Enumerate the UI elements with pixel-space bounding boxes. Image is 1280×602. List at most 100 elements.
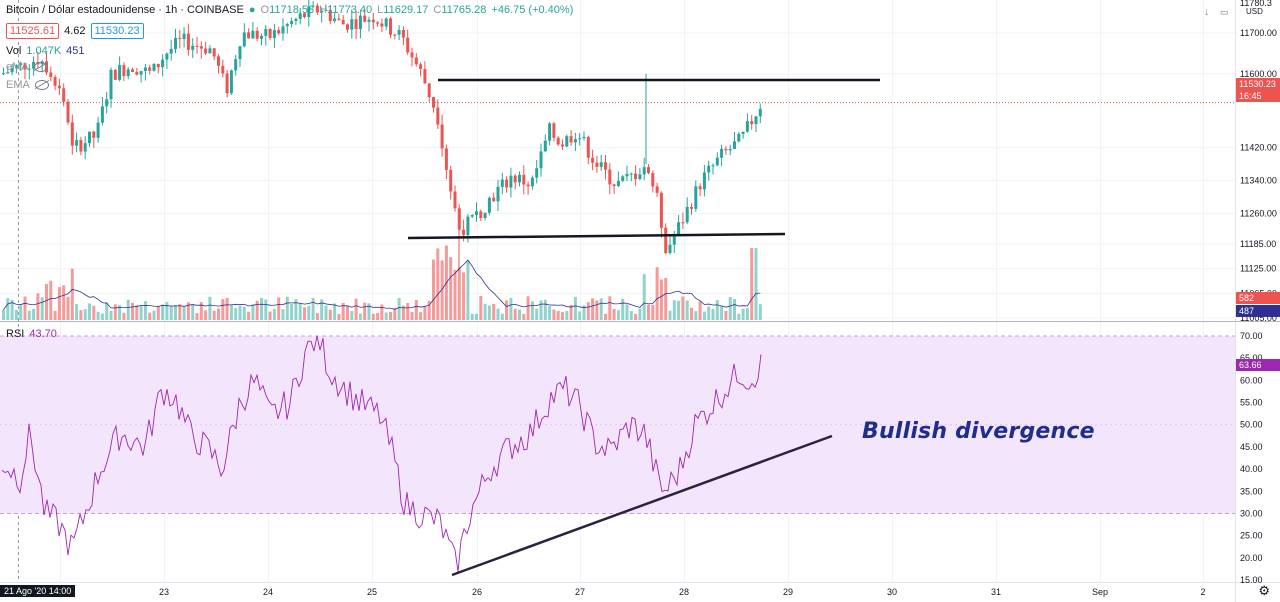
volume-bar <box>685 300 689 320</box>
candle-body <box>475 211 478 216</box>
volume-bar <box>182 306 186 320</box>
volume-bar <box>2 309 5 320</box>
volume-bar <box>487 305 491 320</box>
hidden-eye-icon[interactable] <box>34 80 49 90</box>
candle-body <box>49 72 53 78</box>
volume-ma-polyline <box>3 259 761 310</box>
volume-bar <box>152 310 156 320</box>
volume-bar <box>449 257 453 320</box>
ohlc-c-label: C <box>433 4 442 16</box>
candle-body <box>290 20 294 25</box>
support-line[interactable] <box>407 232 786 240</box>
volume-bar <box>475 313 478 320</box>
volume-legend[interactable]: Vol 1.047K 451 <box>6 45 85 57</box>
time-axis-label: 31 <box>991 587 1001 597</box>
candle-body <box>513 175 517 183</box>
candle-body <box>156 63 160 68</box>
volume-bar <box>754 248 758 320</box>
ema2-legend[interactable]: EMA <box>6 79 49 91</box>
move-down-icon[interactable]: ↓ <box>1204 7 1209 18</box>
candle-body <box>165 53 169 60</box>
candle-body <box>285 24 289 27</box>
volume-bar <box>217 308 220 320</box>
volume-bar <box>143 301 147 320</box>
volume-bar <box>595 300 599 320</box>
volume-bar <box>242 306 246 320</box>
volume-bar <box>733 299 736 320</box>
candle-body <box>543 140 547 152</box>
rsi-axis-label: 45.00 <box>1240 442 1263 452</box>
volume-bar <box>341 302 345 320</box>
volume-bar <box>496 308 500 320</box>
volume-bar <box>479 296 483 320</box>
time-axis-label: 2 <box>1200 587 1205 597</box>
candle-body <box>681 222 685 224</box>
volume-bar <box>741 308 745 320</box>
volume-bar <box>681 296 685 320</box>
maximize-pane-icon[interactable]: ▭ <box>1220 7 1229 17</box>
price-axis[interactable]: 11700.00 11600.00 11420.00 11340.00 11260.00… <box>1240 0 1277 323</box>
volume-bar <box>492 303 496 320</box>
candle-body <box>23 63 27 70</box>
rsi-axis-label: 70.00 <box>1240 331 1263 341</box>
volume-bar <box>53 310 57 320</box>
candle-body <box>320 10 324 13</box>
symbol-title[interactable]: Bitcoin / Dólar estadounidense · 1h · CO… <box>6 4 244 16</box>
volume-bar <box>36 293 40 320</box>
volume-bar <box>543 299 547 320</box>
volume-bar <box>32 308 36 320</box>
candle-body <box>92 131 96 138</box>
volume-bar <box>500 313 504 320</box>
volume-bar <box>690 307 693 320</box>
candle-body <box>616 180 620 187</box>
rsi-divergence-trendline[interactable] <box>451 434 833 577</box>
candle-body <box>358 15 362 30</box>
volume-bar <box>264 299 268 320</box>
candle-body <box>260 35 263 39</box>
bullish-divergence-annotation[interactable]: Bullish divergence <box>862 419 1095 444</box>
volume-bar <box>83 309 87 320</box>
bid-button[interactable]: 11525.61 <box>6 23 60 39</box>
volume-value: 1.047K <box>26 45 62 57</box>
volume-bar <box>66 296 70 320</box>
volume-bar <box>135 305 139 320</box>
volume-bar <box>621 298 625 320</box>
candles[interactable] <box>2 0 762 271</box>
volume-bar <box>169 305 173 320</box>
volume-bar <box>10 299 14 320</box>
candle-body <box>470 215 474 217</box>
currency-label[interactable]: USD <box>1246 7 1263 16</box>
volume-bar <box>457 267 461 320</box>
time-axis[interactable]: 23 24 25 26 27 28 29 30 31 Sep 2 <box>159 587 1206 597</box>
candle-body <box>14 65 18 69</box>
candle-body <box>234 59 238 71</box>
hidden-eye-icon[interactable] <box>33 62 48 72</box>
volume-tag: 582 <box>1236 292 1280 304</box>
candle-body <box>522 174 526 185</box>
drawings[interactable] <box>407 78 880 577</box>
volume-bar <box>509 297 513 320</box>
volume-bar <box>290 303 294 320</box>
candle-body <box>255 30 259 39</box>
volume-bar <box>131 302 134 320</box>
volume-bar <box>174 305 177 320</box>
candle-body <box>346 24 349 30</box>
candle-body <box>225 73 229 94</box>
ohlc-high: 11773.40 <box>327 4 373 16</box>
candle-body <box>105 99 109 107</box>
volume-bar <box>629 311 633 320</box>
rsi-band <box>0 335 1235 514</box>
rsi-legend[interactable]: RSI 43.70 <box>6 328 57 340</box>
candle-body <box>152 63 156 71</box>
candle-body <box>264 29 268 36</box>
volume-bar <box>139 305 143 320</box>
ask-button[interactable]: 11530.23 <box>90 23 144 39</box>
settings-gear-icon[interactable]: ⚙ <box>1258 583 1270 598</box>
ema1-legend[interactable]: eMA <box>6 61 48 73</box>
candle-body <box>277 30 281 34</box>
rsi-axis[interactable]: 70.00 65.00 60.00 55.00 50.00 45.00 40.00 35.00… <box>1240 331 1263 585</box>
volume-ma-line <box>3 259 761 310</box>
volume-bar <box>260 298 263 320</box>
volume-bar <box>569 304 573 320</box>
